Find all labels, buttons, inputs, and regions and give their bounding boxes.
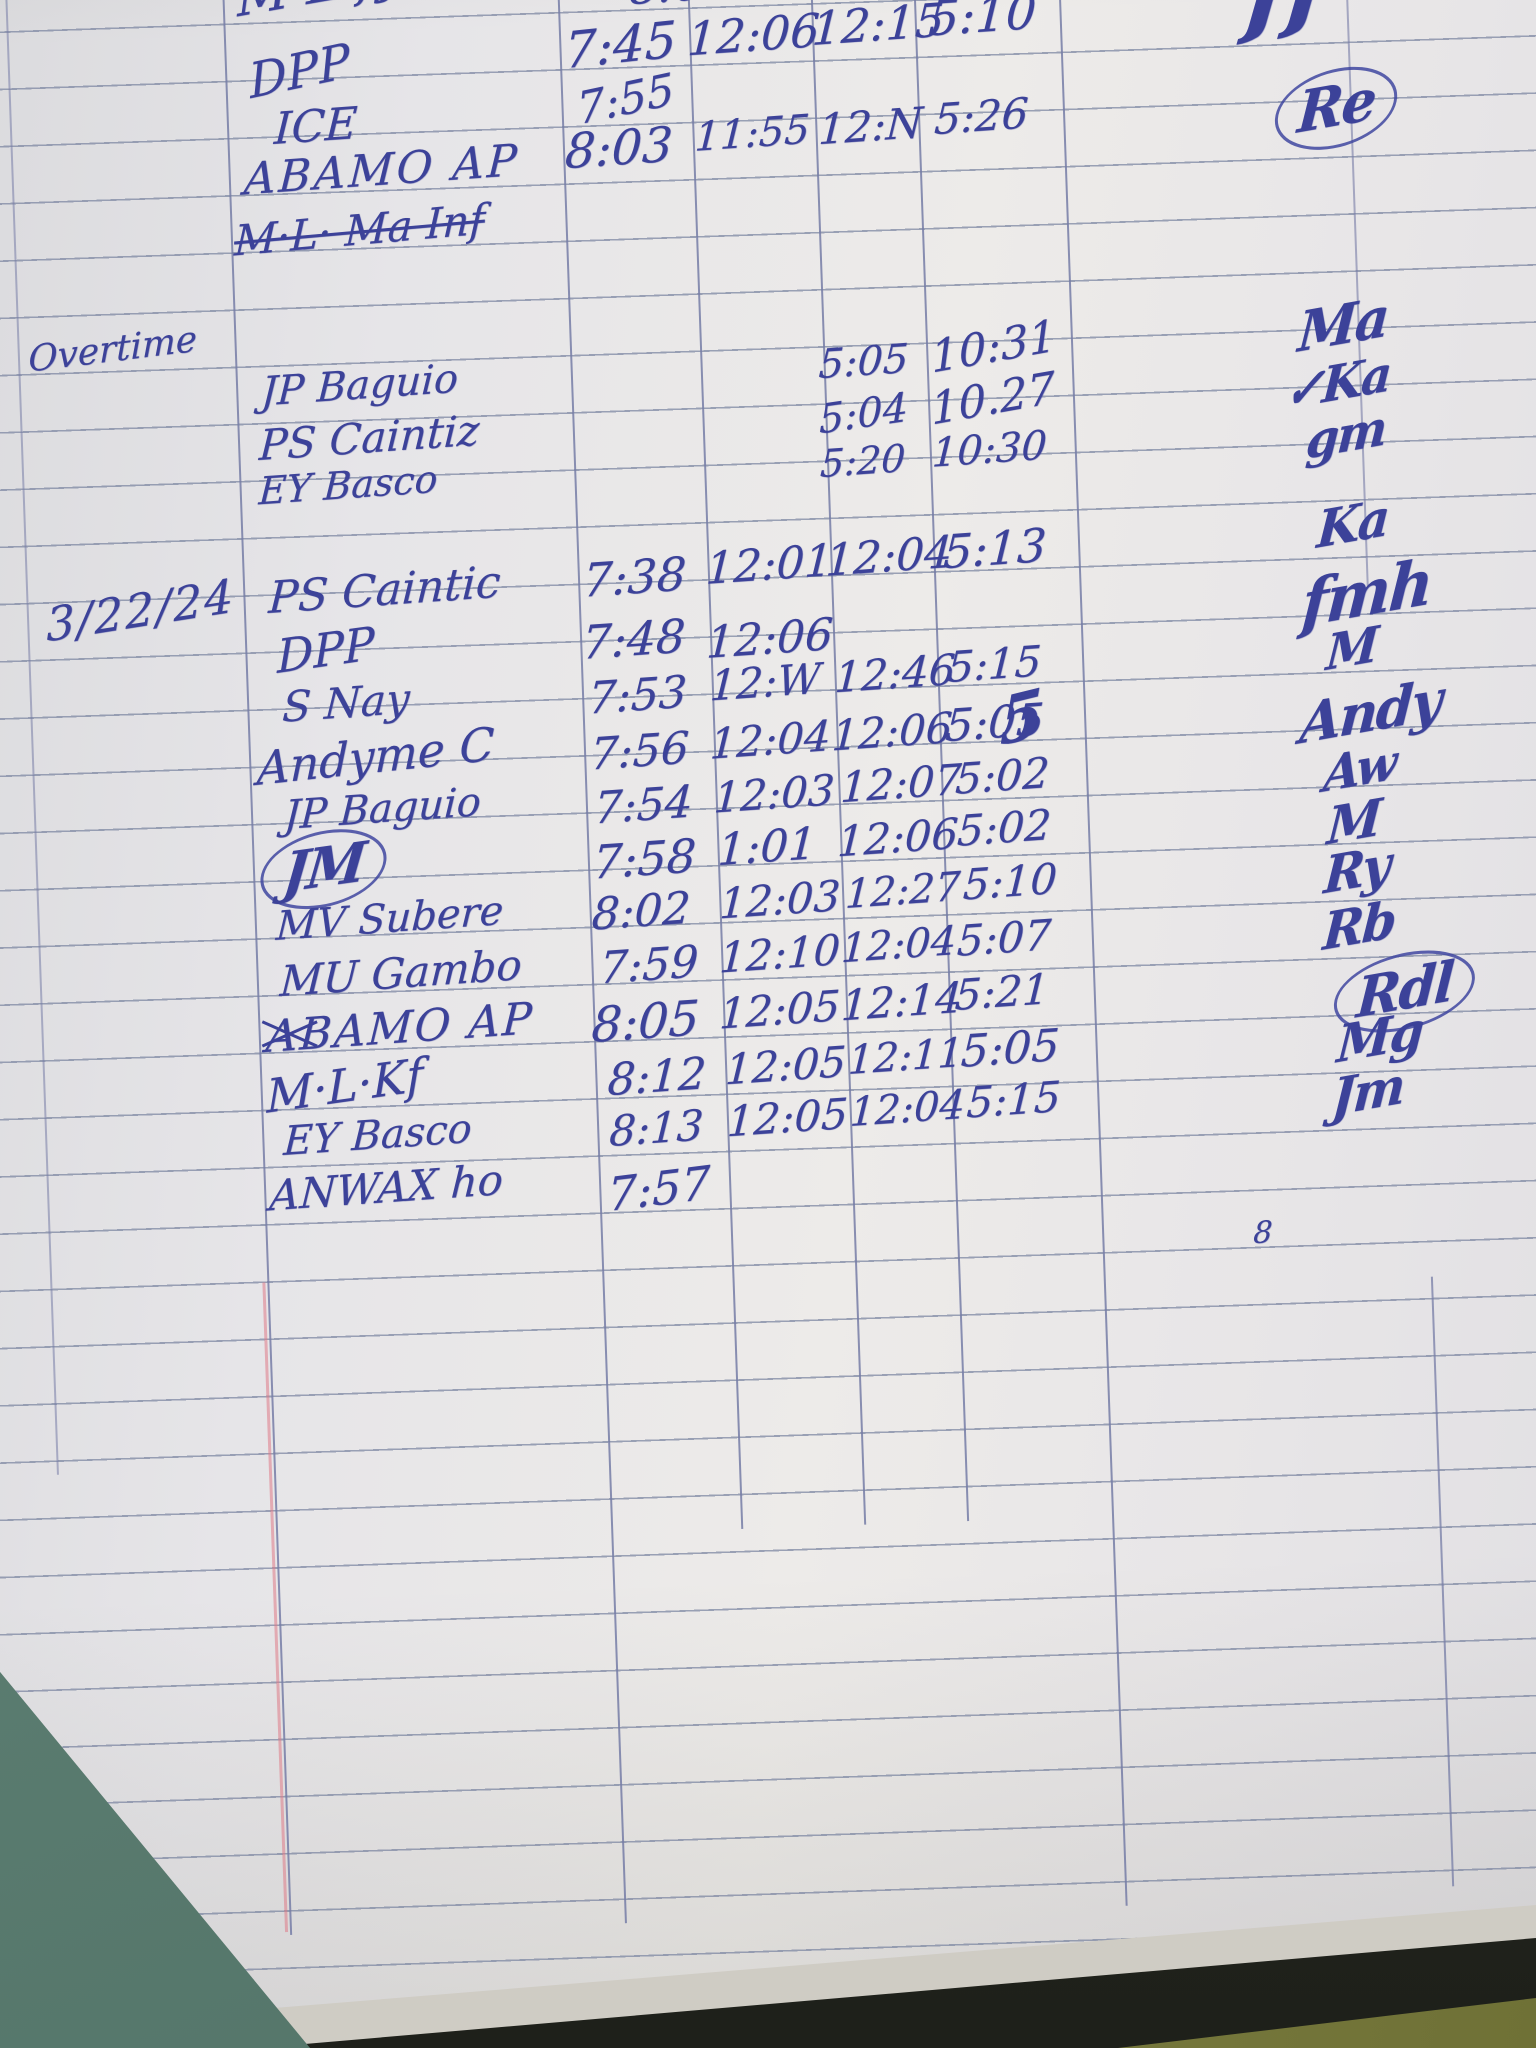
time-out-pm: 5:07 — [955, 909, 1053, 966]
time-in-am: 7:59 — [598, 936, 700, 995]
time-out-noon: 12:03 — [712, 764, 836, 823]
time-in-pm: 12:04 — [839, 917, 958, 973]
time-out-pm: 5:10 — [927, 0, 1038, 48]
time-in-am: 8:13 — [608, 1100, 705, 1157]
time-out-pm: 5:13 — [941, 517, 1048, 580]
signature: gm — [1304, 399, 1388, 471]
time-out-pm: 5:21 — [953, 964, 1051, 1020]
time-out-pm: 5:26 — [932, 88, 1030, 145]
time-out-noon: 12:04 — [708, 711, 832, 769]
time-out-pm: 5:10 — [961, 853, 1059, 910]
entry-name: ICE — [272, 97, 359, 156]
time-in-am: 7:57 — [607, 1155, 711, 1223]
time-in-pm: 12:04 — [824, 526, 954, 587]
time-in-am: 7:54 — [592, 776, 695, 835]
time-out-noon: 12:06 — [685, 2, 821, 67]
time-in-am: 7:53 — [586, 666, 689, 725]
time-in-pm: 12:04 — [848, 1081, 967, 1137]
time-in-am: 8:0 — [628, 0, 705, 15]
time-out-pm: 5:02 — [955, 799, 1053, 856]
signature: Jm — [1329, 1054, 1406, 1128]
time-out-noon: 11:55 — [693, 106, 811, 161]
signature: Rb — [1321, 888, 1397, 963]
time-out-noon: 1:01 — [716, 818, 818, 877]
time-in-am: 7:56 — [588, 722, 691, 781]
entry-name: DPP — [276, 615, 376, 684]
time-out-noon: 12:05 — [725, 1088, 850, 1147]
signature: ff — [1242, 0, 1336, 49]
overtime-end: 10:30 — [930, 422, 1049, 477]
time-out-pm-overwrite: 5 — [999, 674, 1042, 762]
time-in-pm: 12:07 — [839, 754, 963, 813]
signature: M — [1324, 615, 1379, 683]
cross-out-mark — [259, 1007, 321, 1057]
entry-name: S Nay — [281, 673, 412, 732]
overtime-start: 5:20 — [819, 435, 907, 487]
time-in-pm: 12:11 — [846, 1029, 965, 1085]
page-note: 8 — [1252, 1214, 1274, 1252]
overtime-start: 5:04 — [818, 384, 909, 444]
signature: Ka — [1315, 486, 1391, 561]
time-out-noon: 12:03 — [718, 870, 842, 929]
time-in-am: 8:02 — [590, 882, 692, 941]
time-in-am: 7:48 — [580, 608, 687, 670]
time-in-pm: 12:46 — [833, 644, 957, 703]
time-in-am: 7:38 — [581, 546, 688, 608]
time-out-noon: 12:01 — [704, 534, 834, 595]
time-in-pm: 12:06 — [830, 702, 954, 761]
time-in-pm: 12:14 — [839, 972, 964, 1031]
time-out-noon: 12:W — [708, 653, 822, 711]
time-in-am: 8:12 — [606, 1048, 708, 1107]
time-out-pm: 5:02 — [954, 747, 1051, 804]
time-in-am: 7:58 — [591, 828, 698, 890]
overtime-start: 5:05 — [817, 335, 910, 389]
time-in-am: 8:05 — [590, 990, 701, 1054]
time-out-pm: 5:15 — [965, 1071, 1062, 1128]
time-out-noon: 12:05 — [718, 980, 842, 1039]
time-in-pm: 12:06 — [836, 808, 960, 867]
time-in-pm: 12:N — [817, 97, 924, 155]
time-out-pm: 5:05 — [959, 1019, 1061, 1078]
time-in-pm: 12:27 — [844, 863, 962, 919]
time-in-am: 8:03 — [563, 116, 675, 181]
time-out-noon: 12:05 — [724, 1036, 848, 1095]
time-out-noon: 12:10 — [718, 924, 842, 983]
time-in-pm: 12:15 — [810, 0, 946, 57]
